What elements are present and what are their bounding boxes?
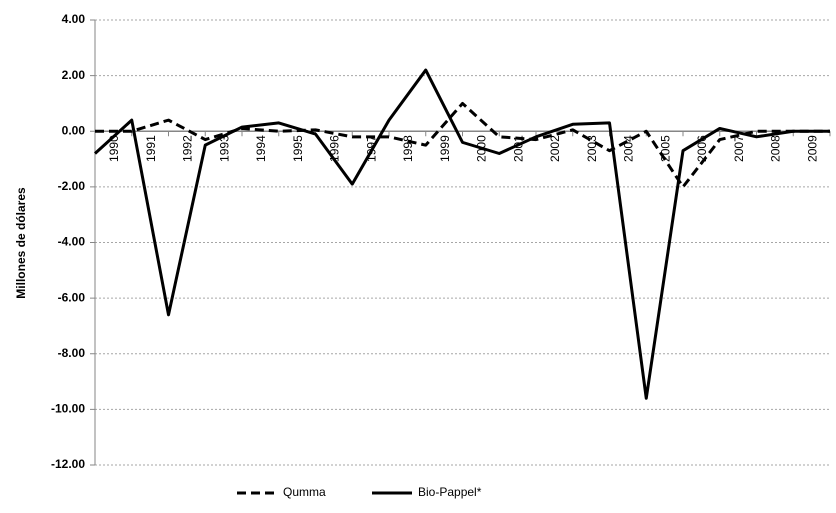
x-tick-label: 1991 xyxy=(144,135,158,162)
y-tick-label: -4.00 xyxy=(58,235,86,249)
series-line xyxy=(93,68,830,400)
legend-label: Qumma xyxy=(283,485,326,499)
y-tick-label: 4.00 xyxy=(62,12,86,26)
x-tick-label: 2007 xyxy=(732,135,746,162)
x-tick-label: 1995 xyxy=(291,135,305,162)
x-tick-label: 1994 xyxy=(254,135,268,162)
y-axis-title: Millones de dólares xyxy=(14,187,28,299)
x-tick-label: 1992 xyxy=(181,135,195,162)
y-tick-label: 0.00 xyxy=(62,123,86,137)
series-line xyxy=(95,101,830,189)
y-tick-label: -12.00 xyxy=(51,457,85,471)
x-tick-label: 2002 xyxy=(548,135,562,162)
y-tick-label: 2.00 xyxy=(62,68,86,82)
x-tick-label: 1999 xyxy=(438,135,452,162)
x-tick-label: 1998 xyxy=(401,135,415,162)
y-tick-label: -6.00 xyxy=(58,290,86,304)
y-tick-label: -10.00 xyxy=(51,402,85,416)
y-tick-label: -8.00 xyxy=(58,346,86,360)
x-tick-label: 1993 xyxy=(217,135,231,162)
x-tick-label: 1990 xyxy=(107,135,121,162)
x-tick-label: 2009 xyxy=(805,135,819,162)
legend-label: Bio-Pappel* xyxy=(418,485,482,499)
y-tick-label: -2.00 xyxy=(58,179,86,193)
x-tick-label: 2008 xyxy=(769,135,783,162)
